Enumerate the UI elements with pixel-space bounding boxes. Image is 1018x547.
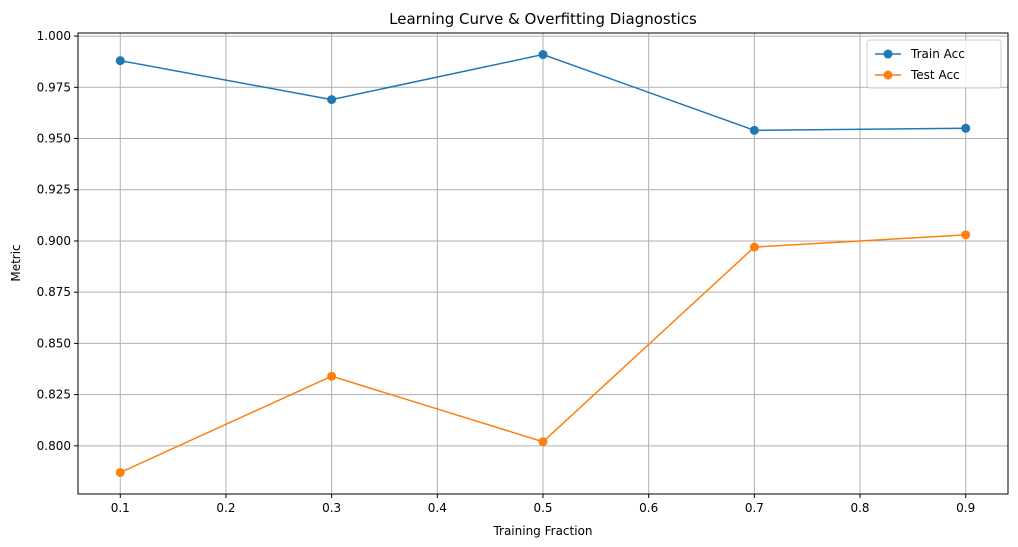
series-group <box>115 50 971 477</box>
x-tick-label: 0.4 <box>428 501 447 515</box>
y-tick-label: 0.975 <box>37 80 71 94</box>
legend-box <box>866 39 1002 89</box>
y-tick-label: 0.925 <box>37 183 71 197</box>
legend-marker <box>883 70 893 80</box>
data-point <box>538 50 548 60</box>
y-tick-label: 0.900 <box>37 234 71 248</box>
chart-title: Learning Curve & Overfitting Diagnostics <box>389 10 697 28</box>
x-tick-label: 0.9 <box>956 501 975 515</box>
y-tick-label: 0.825 <box>37 388 71 402</box>
y-axis-label: Metric <box>9 244 23 281</box>
data-point <box>327 371 337 381</box>
data-point <box>961 230 971 240</box>
legend-marker <box>883 49 893 59</box>
data-point <box>115 467 125 477</box>
x-axis-ticks: 0.1 0.2 0.3 0.4 0.5 0.6 0.7 0.8 0.9 <box>111 494 975 515</box>
y-tick-label: 1.000 <box>37 29 71 43</box>
y-axis-ticks: 0.800 0.825 0.850 0.875 0.900 0.925 0.950 0.975… <box>37 29 78 453</box>
y-tick-label: 0.950 <box>37 132 71 146</box>
x-tick-label: 0.5 <box>533 501 552 515</box>
grid-lines <box>78 33 1008 494</box>
x-tick-label: 0.2 <box>216 501 235 515</box>
x-tick-label: 0.3 <box>322 501 341 515</box>
data-point <box>538 437 548 447</box>
data-point <box>115 56 125 66</box>
y-tick-label: 0.850 <box>37 336 71 350</box>
data-point <box>961 123 971 133</box>
x-axis-label: Training Fraction <box>492 524 592 538</box>
x-tick-label: 0.1 <box>111 501 130 515</box>
y-tick-label: 0.800 <box>37 439 71 453</box>
data-point <box>327 95 337 105</box>
data-point <box>749 125 759 135</box>
y-tick-label: 0.875 <box>37 285 71 299</box>
legend-label: Train Acc <box>910 47 965 61</box>
legend: Train Acc Test Acc <box>866 39 1002 89</box>
x-tick-label: 0.7 <box>745 501 764 515</box>
legend-label: Test Acc <box>910 68 960 82</box>
x-tick-label: 0.6 <box>639 501 658 515</box>
x-tick-label: 0.8 <box>850 501 869 515</box>
data-point <box>749 242 759 252</box>
